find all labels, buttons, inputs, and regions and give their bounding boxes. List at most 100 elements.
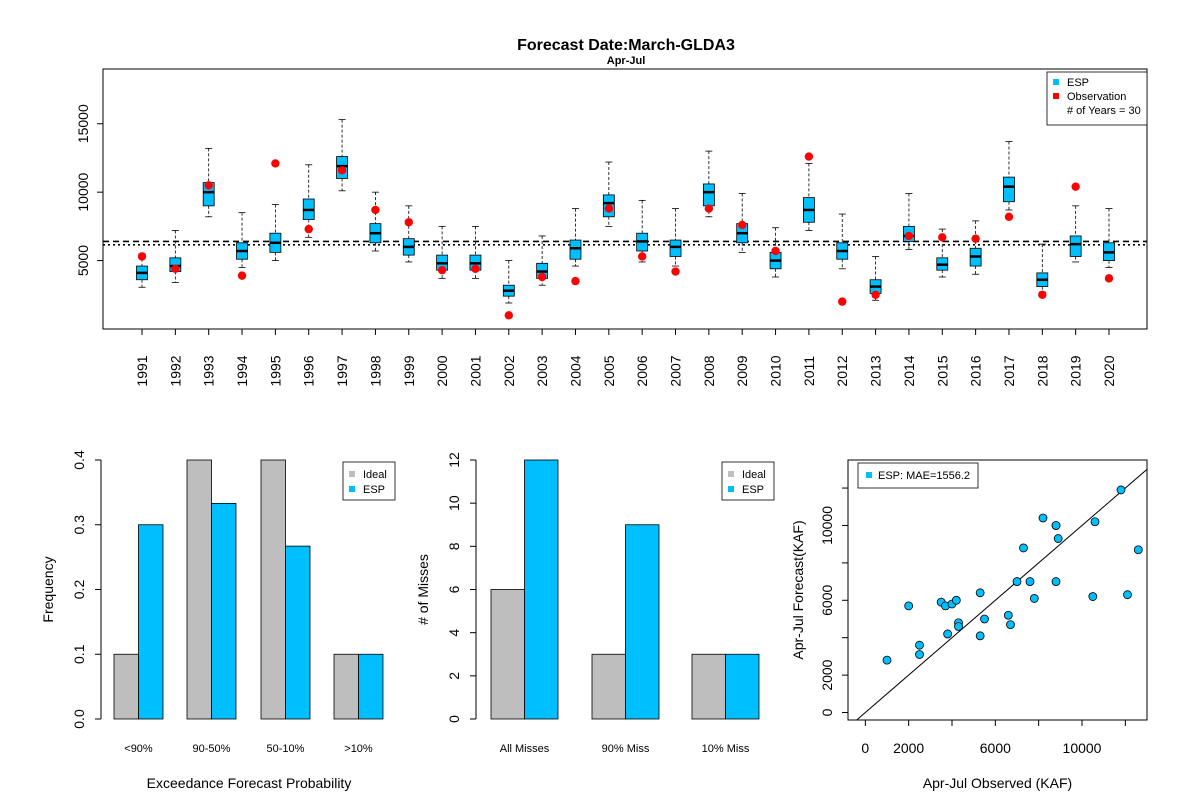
y-tick-label: 6 <box>446 585 462 593</box>
observation-point <box>871 290 880 299</box>
scatter-point <box>1006 620 1015 630</box>
scatter-point <box>951 595 961 605</box>
year-label: 2013 <box>868 355 884 386</box>
bar-esp <box>285 545 311 720</box>
scatter-point <box>1053 534 1063 543</box>
legend-label: ESP: MAE=1556.2 <box>878 470 970 482</box>
legend-note: # of Years = 30 <box>1067 105 1141 117</box>
scatter-panel: 0 2000 6000 10000 0 2000 6000 10000 Apr-Jul Obse… <box>790 459 1148 791</box>
year-label: 1991 <box>134 355 150 386</box>
year-label: 2015 <box>934 355 950 386</box>
legend-label-ideal: Ideal <box>742 469 766 481</box>
year-label: 1997 <box>334 355 350 386</box>
year-label: 2009 <box>734 355 750 386</box>
scatter-point <box>882 655 892 665</box>
observation-point <box>671 267 680 276</box>
y-tick-label: 10000 <box>75 172 91 211</box>
bar-esp <box>211 502 237 720</box>
bar-ideal <box>490 589 525 720</box>
legend-swatch-esp <box>1053 79 1059 85</box>
plot-frame <box>847 459 1148 721</box>
category-label: 10% Miss <box>702 743 750 755</box>
year-label: 2011 <box>801 356 817 386</box>
year-label: 1995 <box>267 355 283 386</box>
observation-point <box>904 231 914 241</box>
x-axis-title: Exceedance Forecast Probability <box>147 775 352 791</box>
scatter-point <box>1088 592 1098 601</box>
year-label: 1999 <box>401 355 417 386</box>
observation-point <box>604 204 614 213</box>
scatter-point <box>954 622 963 631</box>
observation-point <box>504 311 513 320</box>
observation-point <box>404 218 413 227</box>
legend-label-esp: ESP <box>742 484 764 496</box>
scatter-point <box>1025 577 1035 586</box>
year-label: 2004 <box>567 355 583 386</box>
legend-swatch-ideal <box>728 471 734 477</box>
scatter-point <box>1116 485 1126 495</box>
observation-point <box>337 166 347 175</box>
y-tick-label: 0.1 <box>71 644 87 664</box>
esp-box <box>1069 235 1082 257</box>
scatter-point <box>915 640 924 650</box>
y-tick-label: 6000 <box>819 585 835 616</box>
esp-box <box>569 239 582 260</box>
year-label: 2001 <box>467 355 483 386</box>
misses-bar-panel: 0 2 4 6 8 10 12 # of Misses All Misses 90% Miss 10… <box>415 452 775 755</box>
year-label: 1992 <box>167 355 183 386</box>
bar-esp <box>625 524 660 720</box>
bar-esp <box>358 653 384 720</box>
plot-frame <box>102 68 1148 330</box>
bar-ideal <box>113 653 139 720</box>
observation-point <box>771 246 780 256</box>
exceedance-bar-panel: 0.0 0.1 0.2 0.3 0.4 Frequency Exceedance Forec… <box>40 450 396 791</box>
legend-swatch-esp <box>349 486 355 492</box>
scatter-point <box>904 601 914 611</box>
y-tick-label: 0 <box>819 708 835 716</box>
y-tick-label: 0.4 <box>71 450 87 470</box>
observation-point <box>237 271 247 280</box>
scatter-point <box>915 650 924 659</box>
scatter-point <box>1019 543 1028 553</box>
scatter-point <box>980 614 989 624</box>
year-label: 2007 <box>668 355 684 386</box>
observation-point <box>738 220 747 230</box>
x-tick-label: 6000 <box>980 740 1011 756</box>
scatter-point <box>1003 610 1013 620</box>
legend-swatch-esp <box>866 472 872 478</box>
year-label: 2003 <box>534 355 550 386</box>
year-label: 2019 <box>1068 355 1084 386</box>
year-label: 2018 <box>1034 355 1050 386</box>
legend-label-esp: ESP <box>1067 77 1089 89</box>
category-label: 90% Miss <box>602 743 650 755</box>
bar-ideal <box>691 653 726 720</box>
scatter-point <box>1029 594 1039 603</box>
y-tick-label: 2000 <box>819 659 835 690</box>
y-tick-label: 10000 <box>819 506 835 545</box>
year-label: 1996 <box>301 355 317 386</box>
bar-esp <box>524 459 559 720</box>
observation-point <box>938 233 947 242</box>
year-label: 2016 <box>968 355 984 386</box>
year-label: 2020 <box>1101 355 1117 386</box>
page-title: Forecast Date:March-GLDA3 <box>517 37 735 54</box>
esp-box <box>702 183 715 207</box>
legend-box <box>342 461 396 501</box>
observation-point <box>304 224 313 234</box>
category-label: >10% <box>344 743 373 755</box>
x-tick-label: 2000 <box>893 740 924 756</box>
scatter-point <box>1123 590 1132 600</box>
year-label: 2006 <box>634 355 650 386</box>
observation-point <box>137 252 147 261</box>
scatter-point <box>1090 517 1100 527</box>
observation-point <box>204 181 213 190</box>
category-label: 50-10% <box>267 743 305 755</box>
observation-point <box>1038 290 1047 299</box>
observation-point <box>471 264 480 273</box>
bar-ideal <box>260 459 286 720</box>
year-label: 2017 <box>1001 355 1017 386</box>
observation-point <box>637 252 647 261</box>
observation-point <box>838 297 847 306</box>
y-axis-title: Apr-Jul Forecast(KAF) <box>790 520 806 659</box>
